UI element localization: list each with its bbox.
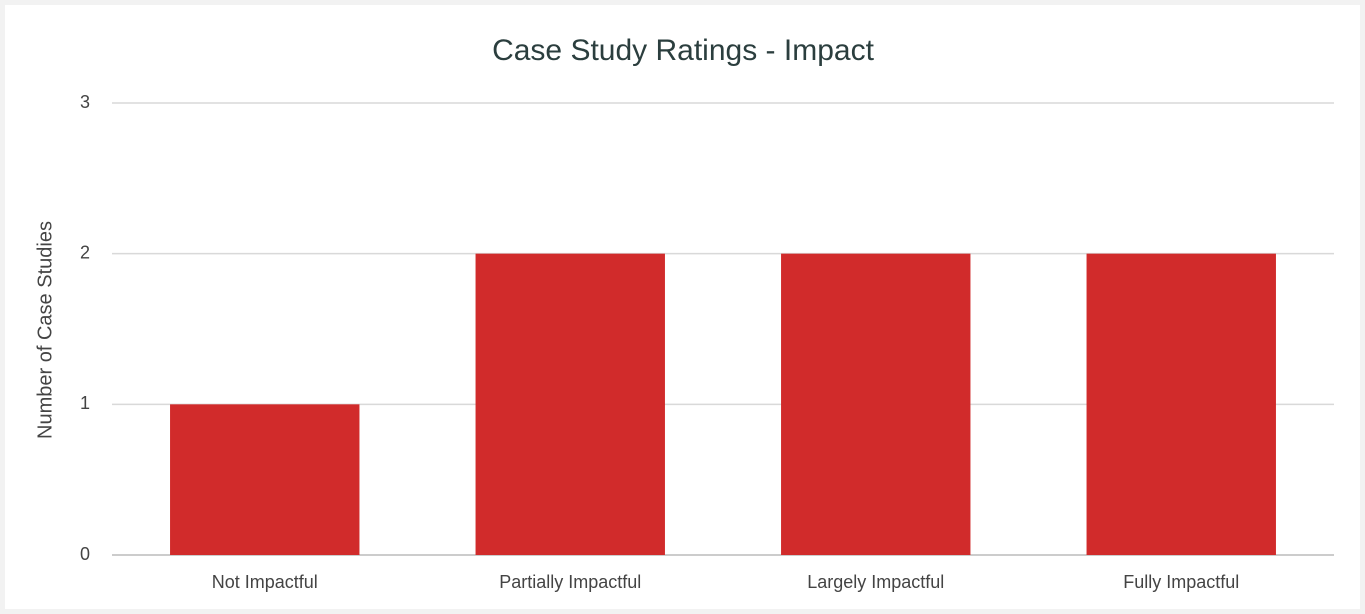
- y-tick-label: 2: [80, 242, 90, 262]
- y-axis-label: Number of Case Studies: [34, 221, 56, 439]
- y-tick-label: 1: [80, 393, 90, 413]
- x-tick-label: Not Impactful: [212, 572, 318, 592]
- x-tick-label: Partially Impactful: [499, 572, 641, 592]
- x-tick-label: Fully Impactful: [1123, 572, 1239, 592]
- bar: [170, 404, 360, 555]
- bar: [1086, 253, 1276, 555]
- y-tick-label: 0: [80, 544, 90, 564]
- y-tick-label: 3: [80, 92, 90, 112]
- chart-title: Case Study Ratings - Impact: [492, 34, 874, 67]
- bar: [475, 253, 665, 555]
- x-tick-label: Largely Impactful: [807, 572, 944, 592]
- bar: [781, 253, 971, 555]
